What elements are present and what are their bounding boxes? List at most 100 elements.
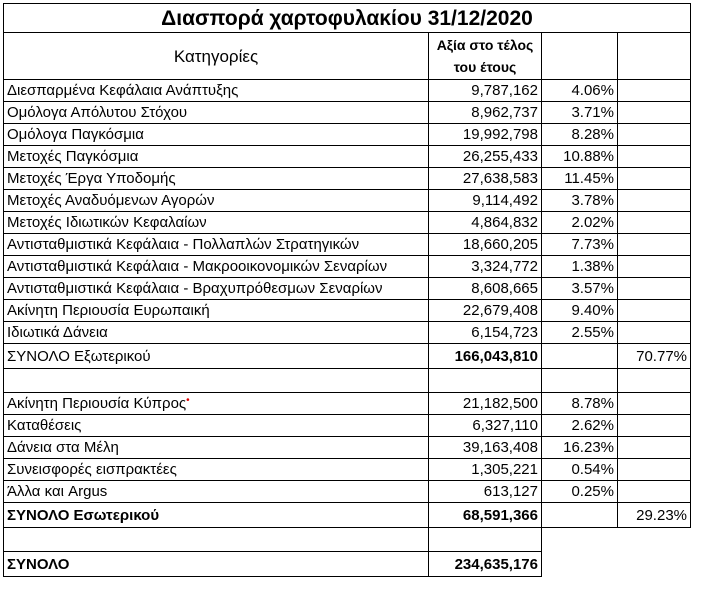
percent-cell: 8.28% — [541, 123, 618, 146]
percent-cell: 1.38% — [541, 255, 618, 278]
value-cell: 22,679,408 — [428, 299, 542, 322]
internal-table-row: Άλλα και Argus 613,127 0.25% — [3, 480, 691, 503]
grand-total-row: ΣΥΝΟΛΟ 234,635,176 — [3, 551, 691, 577]
empty-cell — [617, 392, 691, 415]
value-cell: 1,305,221 — [428, 458, 542, 481]
spacer-cell — [617, 368, 691, 393]
percent-cell: 11.45% — [541, 167, 618, 190]
page-title: Διασπορά χαρτοφυλακίου 31/12/2020 — [3, 3, 691, 33]
value-cell: 8,608,665 — [428, 277, 542, 300]
percent-cell: 8.78% — [541, 392, 618, 415]
external-total-empty — [541, 343, 618, 369]
category-cell: Άλλα και Argus — [3, 480, 429, 503]
category-cell: Ομόλογα Παγκόσμια — [3, 123, 429, 146]
percent-cell: 3.57% — [541, 277, 618, 300]
internal-table-row: Καταθέσεις 6,327,110 2.62% — [3, 414, 691, 437]
percent-cell: 9.40% — [541, 299, 618, 322]
category-cell: Αντισταθμιστικά Κεφάλαια - Πολλαπλών Στρ… — [3, 233, 429, 256]
category-cell: Συνεισφορές εισπρακτέες — [3, 458, 429, 481]
external-total-value: 166,043,810 — [428, 343, 542, 369]
internal-table-row: Δάνεια στα Μέλη 39,163,408 16.23% — [3, 436, 691, 459]
external-table-row: Αντισταθμιστικά Κεφάλαια - Πολλαπλών Στρ… — [3, 233, 691, 256]
empty-cell — [617, 79, 691, 102]
spacer-row — [3, 368, 691, 393]
empty-cell — [617, 480, 691, 503]
spacer-cell — [617, 527, 691, 552]
category-cell: Μετοχές Έργα Υποδομής — [3, 167, 429, 190]
percent-cell: 7.73% — [541, 233, 618, 256]
header-categories: Κατηγορίες — [3, 32, 429, 80]
category-cell: Ακίνητη Περιουσία Κύπρος• — [3, 392, 429, 415]
empty-cell — [617, 167, 691, 190]
empty-cell — [617, 321, 691, 344]
category-cell: Καταθέσεις — [3, 414, 429, 437]
external-table-row: Διεσπαρμένα Κεφάλαια Ανάπτυξης 9,787,162 4… — [3, 79, 691, 102]
spacer-cell — [3, 368, 429, 393]
value-cell: 6,327,110 — [428, 414, 542, 437]
spacer-cell — [428, 368, 542, 393]
internal-total-pct: 29.23% — [617, 502, 691, 528]
value-cell: 18,660,205 — [428, 233, 542, 256]
internal-total-value: 68,591,366 — [428, 502, 542, 528]
external-table-row: Αντισταθμιστικά Κεφάλαια - Βραχυπρόθεσμω… — [3, 277, 691, 300]
header-empty-share — [617, 32, 691, 80]
external-table-row: Ομόλογα Απόλυτου Στόχου 8,962,737 3.71% — [3, 101, 691, 124]
percent-cell: 2.62% — [541, 414, 618, 437]
grand-total-value: 234,635,176 — [428, 551, 542, 577]
category-cell: Μετοχές Ιδιωτικών Κεφαλαίων — [3, 211, 429, 234]
value-cell: 4,864,832 — [428, 211, 542, 234]
empty-cell — [617, 145, 691, 168]
value-cell: 3,324,772 — [428, 255, 542, 278]
category-cell: Αντισταθμιστικά Κεφάλαια - Βραχυπρόθεσμω… — [3, 277, 429, 300]
portfolio-table: Διασπορά χαρτοφυλακίου 31/12/2020 Κατηγο… — [3, 3, 691, 577]
spacer-cell — [541, 527, 618, 552]
internal-table-row: Συνεισφορές εισπρακτέες 1,305,221 0.54% — [3, 458, 691, 481]
grand-total-empty — [542, 552, 618, 577]
percent-cell: 4.06% — [541, 79, 618, 102]
external-table-row: Ακίνητη Περιουσία Ευρωπαική 22,679,408 9.4… — [3, 299, 691, 322]
empty-cell — [617, 277, 691, 300]
spacer-cell — [428, 527, 542, 552]
external-section: Διεσπαρμένα Κεφάλαια Ανάπτυξης 9,787,162 4… — [3, 79, 691, 344]
internal-table-row: Ακίνητη Περιουσία Κύπρος• 21,182,500 8.78% — [3, 392, 691, 415]
empty-cell — [617, 211, 691, 234]
empty-cell — [617, 123, 691, 146]
percent-cell: 3.78% — [541, 189, 618, 212]
percent-cell: 0.25% — [541, 480, 618, 503]
empty-cell — [617, 189, 691, 212]
empty-cell — [617, 299, 691, 322]
header-empty-pct — [541, 32, 618, 80]
external-table-row: Ομόλογα Παγκόσμια 19,992,798 8.28% — [3, 123, 691, 146]
value-cell: 27,638,583 — [428, 167, 542, 190]
value-cell: 26,255,433 — [428, 145, 542, 168]
percent-cell: 16.23% — [541, 436, 618, 459]
external-table-row: Ιδιωτικά Δάνεια 6,154,723 2.55% — [3, 321, 691, 344]
category-cell: Διεσπαρμένα Κεφάλαια Ανάπτυξης — [3, 79, 429, 102]
value-cell: 613,127 — [428, 480, 542, 503]
empty-cell — [617, 233, 691, 256]
category-cell: Ακίνητη Περιουσία Ευρωπαική — [3, 299, 429, 322]
value-cell: 39,163,408 — [428, 436, 542, 459]
category-cell: Ομόλογα Απόλυτου Στόχου — [3, 101, 429, 124]
external-table-row: Μετοχές Έργα Υποδομής 27,638,583 11.45% — [3, 167, 691, 190]
external-table-row: Μετοχές Αναδυόμενων Αγορών 9,114,492 3.78% — [3, 189, 691, 212]
external-total-label: ΣΥΝΟΛΟ Εξωτερικού — [3, 343, 429, 369]
percent-cell: 3.71% — [541, 101, 618, 124]
category-cell: Δάνεια στα Μέλη — [3, 436, 429, 459]
grand-total-label: ΣΥΝΟΛΟ — [3, 551, 429, 577]
empty-cell — [617, 458, 691, 481]
external-total-row: ΣΥΝΟΛΟ Εξωτερικού 166,043,810 70.77% — [3, 343, 691, 369]
empty-cell — [617, 414, 691, 437]
internal-total-empty — [541, 502, 618, 528]
value-cell: 9,787,162 — [428, 79, 542, 102]
annotation-dot-icon: • — [186, 395, 190, 406]
external-total-pct: 70.77% — [617, 343, 691, 369]
value-cell: 21,182,500 — [428, 392, 542, 415]
category-cell: Αντισταθμιστικά Κεφάλαια - Μακροοικονομι… — [3, 255, 429, 278]
spacer-cell — [541, 368, 618, 393]
category-cell: Μετοχές Παγκόσμια — [3, 145, 429, 168]
header-value: Αξία στο τέλος του έτους — [428, 32, 542, 80]
spacer-cell — [3, 527, 429, 552]
percent-cell: 10.88% — [541, 145, 618, 168]
spacer-row — [3, 527, 691, 552]
